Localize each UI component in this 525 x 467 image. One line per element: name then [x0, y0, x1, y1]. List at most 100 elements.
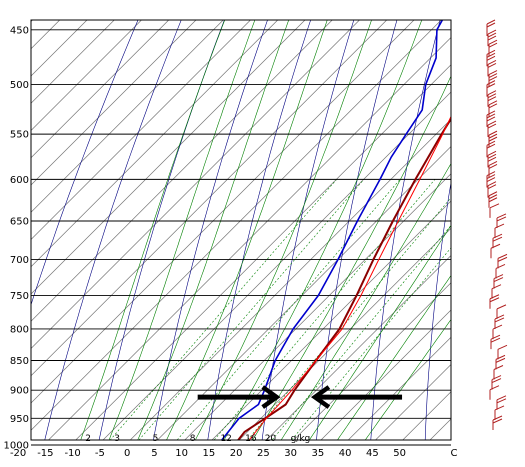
temperature-tick-label: 5 — [151, 448, 157, 459]
wind-barb-feather — [488, 130, 498, 136]
isobars — [31, 29, 451, 446]
wind-barb-feather — [494, 317, 505, 323]
pressure-tick-label: 600 — [10, 175, 29, 186]
wind-barb-feather — [486, 19, 496, 25]
wind-barb-feather — [493, 365, 504, 370]
moist-adiabat-line — [137, 20, 290, 440]
wind-barb-feather — [489, 294, 500, 300]
temperature-tick-label: -10 — [64, 448, 80, 459]
wind-barb-feather — [486, 140, 496, 146]
mixing-ratio-line — [213, 179, 436, 440]
mixing-ratio-label: 16 — [245, 434, 257, 444]
wind-barb-feather — [487, 62, 497, 68]
wind-barb-feather — [495, 264, 506, 269]
pressure-tick-label: 650 — [10, 216, 29, 227]
wind-barb-feather — [486, 22, 496, 28]
annotation-arrows — [197, 385, 403, 409]
moist-adiabat-line — [80, 20, 226, 440]
temperature-tick-label: 20 — [230, 448, 243, 459]
temperature-tick-label: 25 — [257, 448, 270, 459]
wind-barb-feather — [490, 337, 501, 343]
pressure-tick-label: 900 — [10, 386, 29, 397]
dry-adiabat-line — [153, 20, 268, 440]
parcel-trace — [248, 115, 451, 440]
wind-barb-feather — [493, 277, 504, 283]
wind-barb-feather — [496, 395, 507, 401]
wind-barb-feather — [496, 216, 507, 222]
wind-barb-feather — [487, 150, 497, 156]
arrow-head — [310, 385, 331, 409]
wind-barb-feather — [486, 80, 496, 86]
pressure-tick-label: 500 — [10, 80, 29, 91]
dewpoint-trace — [220, 20, 444, 440]
mixing-ratio-labels: 2 3 5 8 12 16 20 g/kg — [85, 434, 310, 444]
isotherm-line — [266, 255, 451, 440]
isotherm-line — [129, 118, 451, 440]
wind-barb-feather — [487, 35, 497, 41]
wind-barb-feather — [487, 120, 497, 126]
wind-barb-feather — [489, 385, 500, 391]
wind-barb-feather — [488, 73, 498, 78]
mixing-ratio-line — [271, 224, 451, 440]
wind-barb-feather — [494, 314, 505, 320]
wind-barb-feather — [488, 191, 498, 197]
isotherm-line — [157, 146, 451, 440]
mixing-ratio-line — [138, 179, 365, 440]
wind-barb-feather — [497, 253, 508, 259]
wind-barb-feather — [492, 415, 503, 421]
wind-barb-feather — [487, 90, 497, 96]
mixing-ratio-unit-label: g/kg — [291, 434, 311, 444]
dry-adiabat-line — [98, 20, 225, 440]
wind-barb-feather — [494, 405, 505, 411]
moist-adiabat-line — [223, 20, 423, 440]
dry-adiabat-line — [424, 180, 451, 440]
wind-barb-feather — [497, 256, 508, 262]
wind-barb-feather — [496, 398, 507, 404]
wind-barb-feather — [486, 113, 496, 119]
temperature-tick-label: 45 — [366, 448, 379, 459]
wind-barb-feather — [488, 42, 498, 48]
temperature-trace — [236, 116, 451, 440]
temperature-tick-label: 50 — [393, 448, 406, 459]
wind-barb-feather — [487, 153, 497, 159]
mixing-ratio-label: 5 — [153, 434, 159, 444]
mixing-ratio-label: 20 — [265, 434, 277, 444]
wind-barb-feather — [486, 177, 496, 182]
wind-barbs — [486, 19, 508, 430]
dry-adiabat-line — [44, 20, 182, 440]
wind-barb-feather — [494, 223, 505, 229]
wind-barb-feather — [486, 52, 496, 58]
wind-barb-feather — [486, 174, 496, 179]
isotherm-line — [184, 173, 451, 440]
wind-barb-feather — [486, 49, 496, 55]
wind-barb-feather — [492, 418, 503, 424]
mixing-ratio-label: 12 — [220, 434, 231, 444]
isotherm-line — [211, 200, 451, 440]
temperature-tick-label: 0 — [124, 448, 130, 459]
mixing-ratio-line — [291, 247, 451, 440]
wind-barb-feather — [497, 344, 508, 350]
wind-barb-feather — [486, 171, 496, 176]
wind-barb-feather — [489, 203, 500, 209]
moist-adiabat-line — [309, 224, 451, 440]
wind-barb-feather — [493, 274, 504, 280]
wind-barb-feather — [489, 297, 500, 303]
temperature-tick-label: 15 — [203, 448, 216, 459]
pressure-tick-label: 750 — [10, 291, 29, 302]
pressure-tick-label: 800 — [10, 324, 29, 335]
temperature-tick-label: 40 — [339, 448, 352, 459]
pressure-tick-label: 950 — [10, 414, 29, 425]
isotherm-line — [102, 91, 451, 440]
dry-adiabat-line — [207, 20, 311, 440]
wind-barb-feather — [490, 243, 501, 249]
mixing-ratio-label: 8 — [190, 434, 196, 444]
mixing-ratio-line — [176, 179, 401, 440]
isotherm-line — [48, 37, 451, 440]
isotherm-line — [238, 227, 451, 440]
wind-barb-feather — [487, 96, 497, 102]
pressure-tick-label: 450 — [10, 25, 29, 36]
